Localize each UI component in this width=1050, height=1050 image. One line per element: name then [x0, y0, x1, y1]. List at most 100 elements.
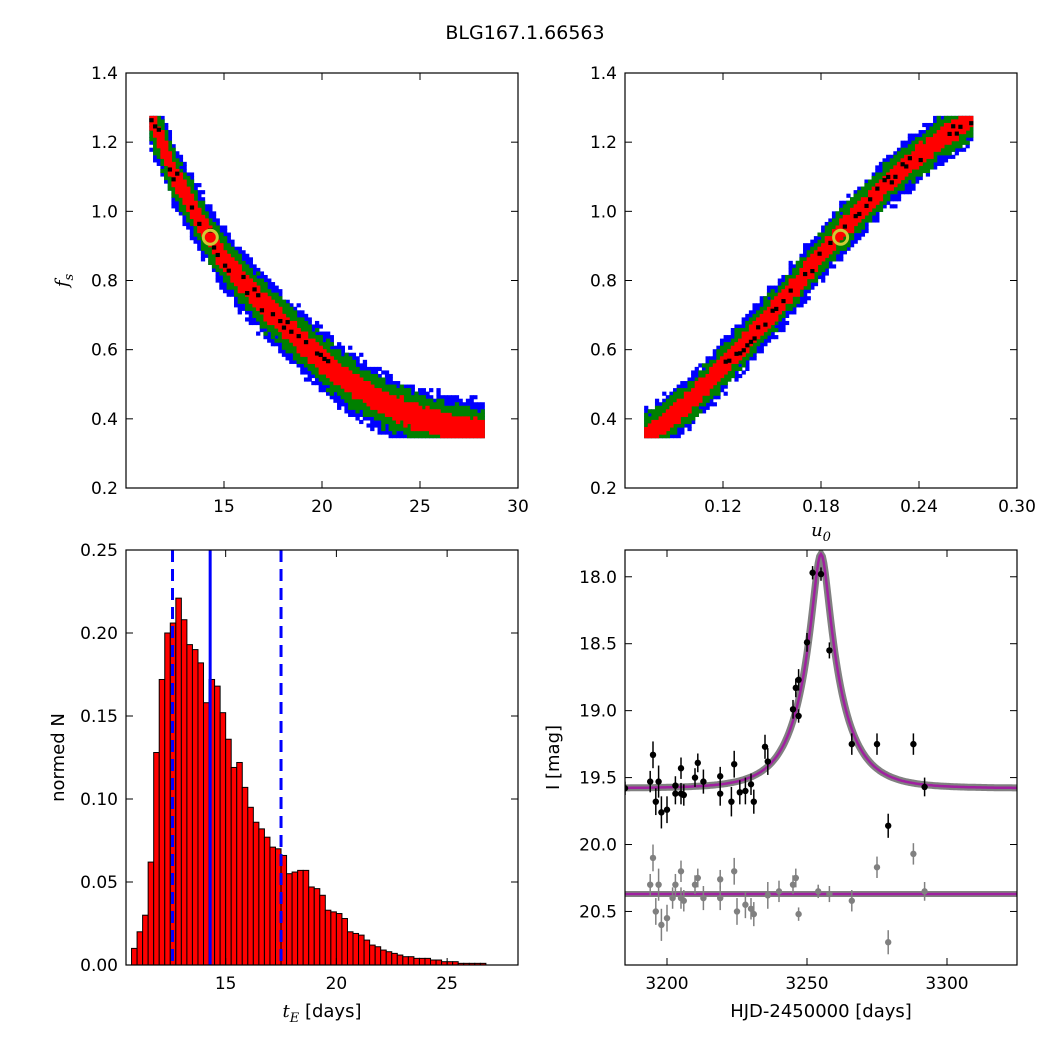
heatmap-cell-3sigma [219, 285, 224, 290]
heatmap-cell-3sigma [384, 370, 390, 375]
heatmap-cell-3sigma [799, 303, 804, 308]
heatmap-cell-1sigma [340, 373, 346, 379]
heatmap-cell-2sigma [326, 338, 331, 343]
heatmap-cell-3sigma [186, 172, 191, 177]
heatmap-cell-2sigma [351, 398, 357, 403]
heatmap-cell-1sigma [230, 264, 235, 269]
heatmap-cell-3sigma [377, 366, 382, 372]
heatmap-cell-2sigma [259, 313, 265, 318]
heatmap-cell-1sigma [160, 133, 165, 138]
heatmap-cell-2sigma [410, 430, 415, 435]
heatmap-cell-1sigma [178, 190, 184, 195]
heatmap-cell-3sigma [373, 370, 379, 375]
heatmap-cell-1sigma [326, 373, 331, 379]
heatmap-cell-2sigma [197, 204, 202, 209]
heatmap-cell-1sigma [160, 130, 165, 135]
heatmap-cell-1sigma [447, 430, 452, 435]
heatmap-cell-1sigma [465, 426, 471, 432]
heatmap-cell-2sigma [370, 373, 375, 379]
heatmap-cell-3sigma [303, 370, 309, 375]
heatmap-cell-1sigma [362, 391, 368, 396]
heatmap-cell-1sigma [307, 345, 312, 350]
heatmap-cell-3sigma [197, 243, 202, 248]
heatmap-cell-3sigma [388, 430, 393, 435]
heatmap-cell-3sigma [918, 130, 923, 135]
heatmap-cell-2sigma [399, 419, 404, 425]
heatmap-cell-3sigma [215, 271, 220, 276]
heatmap-cell-2sigma [709, 359, 714, 364]
heatmap-cell-3sigma [882, 204, 887, 209]
heatmap-cell-3sigma [318, 388, 323, 393]
heatmap-cell-1sigma [307, 356, 312, 361]
heatmap-cell-3sigma [351, 352, 357, 357]
heatmap-cell-1sigma [344, 381, 349, 386]
heatmap-cell-2sigma [285, 303, 290, 308]
heatmap-cell-3sigma [745, 313, 750, 318]
heatmap-cell-1sigma [329, 363, 334, 368]
heatmap-cell-2sigma [241, 267, 246, 273]
heatmap-cell-3sigma [943, 158, 949, 163]
heatmap-cell-2sigma [189, 221, 195, 227]
heatmap-cell-3sigma [788, 267, 793, 273]
heatmap-cell-3sigma [267, 285, 272, 290]
heatmap-cell-3sigma [197, 197, 202, 202]
heatmap-cell-2sigma [204, 250, 209, 255]
heatmap-cell-3sigma [889, 204, 894, 209]
heatmap-cell-1sigma [425, 409, 430, 414]
heatmap-cell-2sigma [756, 338, 761, 343]
heatmap-cell-1sigma [348, 384, 353, 389]
heatmap-cell-2sigma [245, 271, 250, 276]
heatmap-cell-1sigma [406, 402, 412, 407]
heatmap-cell-2sigma [175, 193, 180, 198]
heatmap-cell-2sigma [388, 384, 393, 389]
heatmap-cell-3sigma [864, 179, 869, 184]
heatmap-cell-2sigma [709, 391, 714, 396]
heatmap-cell-1sigma [436, 423, 441, 428]
heatmap-cell-3sigma [705, 405, 710, 410]
heatmap-cell-2sigma [480, 416, 485, 421]
heatmap-cell-1sigma [366, 381, 371, 386]
heatmap-cell-2sigma [781, 313, 786, 318]
heatmap-cell-2sigma [654, 412, 660, 417]
heatmap-cell-3sigma [469, 395, 474, 400]
heatmap-cell-2sigma [723, 349, 728, 354]
heatmap-cell-3sigma [777, 324, 782, 329]
heatmap-cell-3sigma [803, 246, 808, 251]
heatmap-cell-1sigma [351, 373, 357, 379]
heatmap-cell-1sigma [197, 211, 202, 216]
heatmap-cell-2sigma [171, 186, 176, 191]
heatmap-cell-1sigma [226, 253, 231, 258]
heatmap-cell-3sigma [853, 236, 858, 241]
heatmap-cell-2sigma [377, 416, 382, 421]
heatmap-cell-1sigma [237, 271, 242, 276]
heatmap-cell-2sigma [164, 165, 169, 170]
heatmap-cell-1sigma [189, 197, 195, 202]
heatmap-cell-2sigma [337, 352, 342, 357]
heatmap-cell-1sigma [469, 423, 474, 428]
heatmap-cell-1sigma [222, 253, 228, 258]
heatmap-cell-3sigma [222, 232, 228, 237]
heatmap-cell-2sigma [167, 175, 173, 181]
heatmap-cell-3sigma [296, 313, 301, 318]
heatmap-cell-2sigma [644, 419, 649, 425]
heatmap-cell-3sigma [864, 221, 869, 227]
heatmap-cell-3sigma [370, 426, 375, 432]
heatmap-cell-1sigma [164, 158, 169, 163]
heatmap-cell-2sigma [473, 412, 478, 417]
heatmap-cell-1sigma [476, 426, 482, 432]
heatmap-cell-2sigma [687, 419, 692, 425]
heatmap-cell-1sigma [233, 271, 239, 276]
heatmap-cell-2sigma [799, 260, 804, 265]
heatmap-cell-3sigma [875, 211, 880, 216]
heatmap-cell-1sigma [307, 349, 312, 354]
heatmap-cell-1sigma [388, 398, 393, 403]
heatmap-cell-3sigma [318, 331, 323, 336]
heatmap-cell-2sigma [781, 310, 786, 315]
heatmap-cell-2sigma [763, 299, 768, 304]
heatmap-cell-1sigma [480, 423, 485, 428]
heatmap-cell-2sigma [701, 395, 707, 400]
heatmap-cell-1sigma [377, 402, 382, 407]
heatmap-cell-1sigma [362, 398, 368, 403]
heatmap-cell-1sigma [164, 161, 169, 166]
heatmap-cell-2sigma [716, 391, 721, 396]
